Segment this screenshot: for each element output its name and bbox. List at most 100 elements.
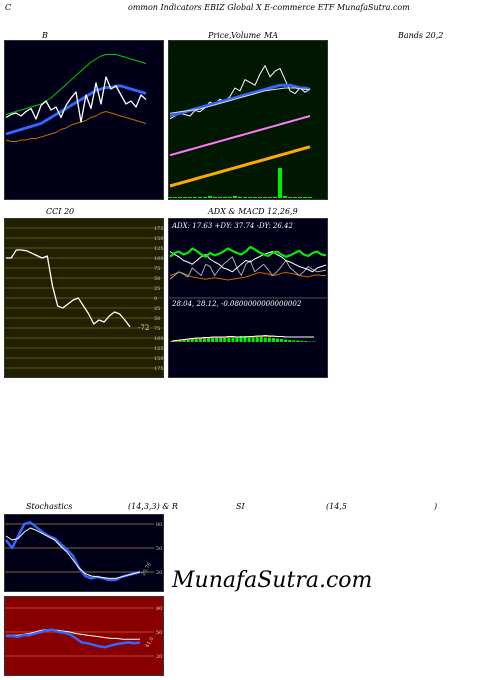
- rsi-tick-label: 20: [156, 654, 162, 660]
- stoch-tick-label: 80: [156, 522, 162, 528]
- macd-histogram-bar: [247, 336, 251, 342]
- watermark: MunafaSutra.com: [172, 568, 373, 593]
- macd-histogram-bar: [231, 336, 235, 342]
- adx-white-line: [169, 251, 327, 273]
- cci-last-value: -72: [138, 324, 149, 332]
- cci-tick-label: 0: [154, 296, 157, 302]
- ma-orange-line: [169, 145, 311, 188]
- cci-tick-label: 125: [154, 346, 164, 352]
- macd-line: [171, 335, 314, 342]
- label-b: B: [42, 31, 48, 40]
- cci-tick-label: 150: [154, 356, 164, 362]
- volume-bar: [193, 197, 197, 198]
- macd-histogram-bar: [300, 341, 304, 342]
- volume-bar: [203, 197, 207, 198]
- macd-histogram-bar: [178, 340, 182, 342]
- macd-histogram-bar: [219, 337, 223, 342]
- volume-bar: [258, 197, 262, 198]
- macd-histogram-bar: [235, 336, 239, 342]
- volume-bar: [263, 197, 267, 198]
- volume-bar: [273, 197, 277, 198]
- adx-values-label: ADX: 17.63 +DY: 37.74 -DY: 26.42: [171, 222, 293, 230]
- macd-histogram-bar: [211, 338, 215, 342]
- rsi-tick-label: 50: [156, 630, 162, 636]
- volume-bar: [228, 197, 232, 198]
- cci-tick-label: 100: [154, 256, 164, 262]
- cci-tick-label: 25: [154, 306, 160, 312]
- macd-histogram-bar: [170, 341, 174, 342]
- macd-histogram-bar: [267, 337, 271, 342]
- macd-histogram-bar: [255, 337, 259, 342]
- adx-green-line: [169, 245, 327, 258]
- price-ma-panel: [168, 40, 328, 200]
- bollinger-panel: [4, 40, 164, 200]
- macd-histogram-bar: [308, 341, 312, 342]
- volume-bar: [308, 197, 312, 198]
- label-rsi-params: (14,5: [326, 502, 347, 511]
- volume-bar: [178, 197, 182, 198]
- label-stoch-params: (14,3,3) & R: [128, 502, 178, 511]
- header-left: C: [5, 3, 12, 12]
- macd-histogram-bar: [288, 340, 292, 342]
- label-price: Price,: [208, 31, 232, 40]
- cci-tick-label: 175: [154, 226, 164, 232]
- volume-bar: [188, 197, 192, 198]
- macd-histogram-bar: [243, 336, 247, 342]
- volume-bar: [238, 197, 242, 198]
- cci-tick-label: 50: [154, 316, 160, 322]
- price-line: [5, 76, 147, 123]
- adx-grey-line: [169, 256, 327, 280]
- cci-tick-label: 75: [154, 266, 160, 272]
- rsi-last-value: 41.0: [145, 636, 156, 649]
- volume-bar: [268, 197, 272, 198]
- cci-tick-label: 75: [154, 326, 160, 332]
- rsi-signal-line: [6, 629, 140, 640]
- cci-tick-label: 175: [154, 366, 164, 372]
- macd-histogram-bar: [198, 339, 202, 342]
- cci-tick-label: 50: [154, 276, 160, 282]
- cci-tick-label: 100: [154, 336, 164, 342]
- macd-histogram-bar: [259, 337, 263, 342]
- volume-bar: [288, 197, 292, 198]
- middle-band-line: [5, 84, 147, 136]
- volume-bar: [213, 197, 217, 198]
- volume-bar: [173, 197, 177, 198]
- cci-tick-label: 150: [154, 236, 164, 242]
- ma-slow-line: [169, 87, 310, 114]
- volume-bar: [198, 197, 202, 198]
- adx-orange-line: [169, 271, 326, 281]
- macd-histogram-bar: [276, 338, 279, 342]
- cci-panel: 175 150 125 100 75 50 25 0 25 50 75 100 125 150 175 -72: [4, 218, 164, 378]
- label-ma: MA: [264, 31, 278, 40]
- volume-bar: [283, 196, 287, 198]
- stoch-tick-label: 50: [156, 546, 162, 552]
- macd-values-label: 28.04, 28.12, -0.0800000000000002: [171, 300, 302, 308]
- macd-histogram-bar: [186, 340, 190, 342]
- macd-histogram-bar: [223, 337, 227, 342]
- panel-background: [168, 40, 328, 200]
- volume-bar: [223, 197, 227, 198]
- macd-histogram-bar: [215, 337, 219, 342]
- price-line: [169, 65, 311, 120]
- adx-macd-panel: ADX: 17.63 +DY: 37.74 -DY: 26.42 28.04, 2…: [168, 218, 328, 378]
- macd-histogram-bar: [284, 339, 288, 342]
- label-si: SI: [236, 502, 245, 511]
- lower-band-line: [5, 111, 147, 142]
- stoch-k-line: [5, 521, 141, 582]
- macd-histogram-bar: [304, 341, 308, 342]
- stoch-tick-label: 20: [156, 570, 162, 576]
- macd-histogram-bar: [203, 338, 206, 342]
- panel-background: [4, 514, 164, 592]
- volume-bar: [293, 197, 297, 198]
- volume-bar: [248, 197, 252, 198]
- volume-bar: [253, 197, 257, 198]
- cci-tick-label: 25: [154, 286, 160, 292]
- macd-histogram-bar: [251, 336, 255, 342]
- volume-bar: [233, 196, 237, 198]
- cci-line: [6, 249, 131, 328]
- label-cci: CCI 20: [46, 207, 75, 216]
- stoch-d-line: [5, 527, 141, 579]
- macd-histogram-bar: [271, 338, 275, 342]
- label-rsi-close: ): [434, 502, 438, 511]
